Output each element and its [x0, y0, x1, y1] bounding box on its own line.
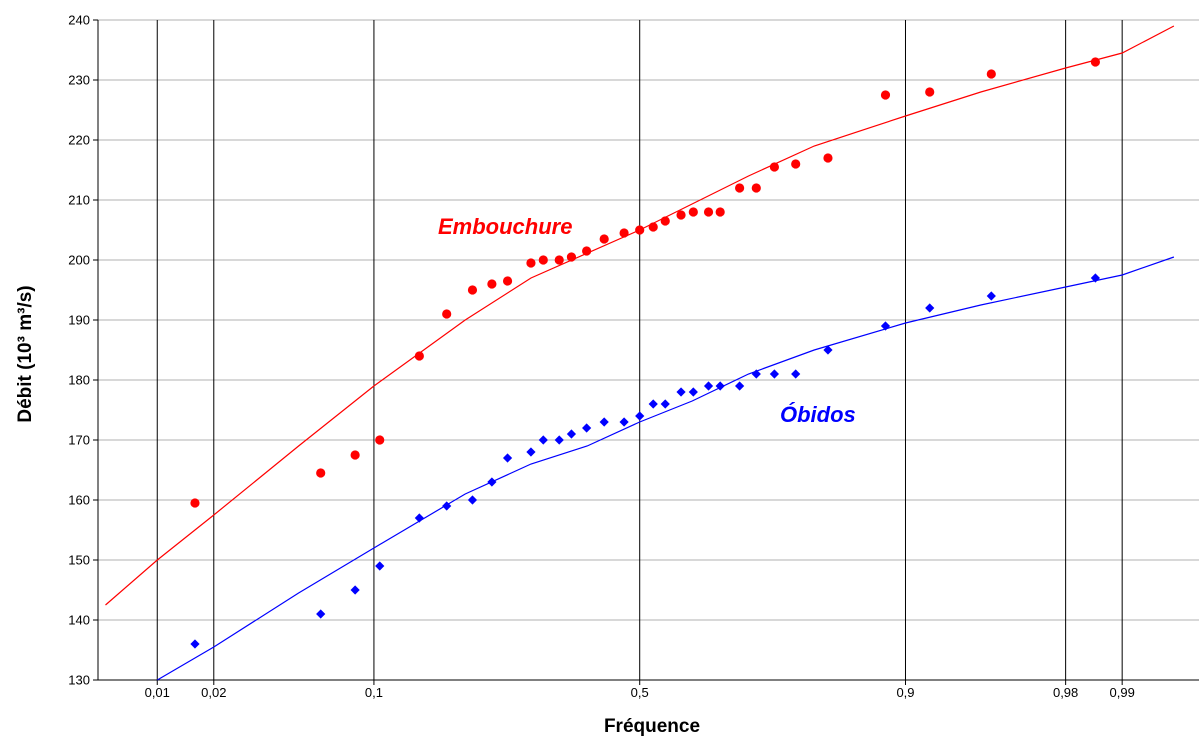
data-point-obidos [769, 369, 780, 379]
y-axis-title: Débit (10³ m³/s) [15, 285, 36, 422]
y-tick-labels: 130 140 150 160 170 180 190 200 210 220 230 240 [68, 13, 90, 688]
axes [93, 19, 1199, 685]
y-tick-label: 150 [68, 553, 90, 568]
x-tick-label: 0,02 [201, 685, 226, 700]
y-tick-label: 230 [68, 73, 90, 88]
horizontal-gridlines [98, 19, 1199, 681]
data-point-obidos [582, 423, 592, 433]
data-point-embouchure [554, 255, 564, 265]
data-point-obidos [676, 387, 686, 397]
data-point-embouchure [676, 210, 686, 220]
data-point-embouchure [414, 351, 424, 361]
y-tick-label: 140 [68, 613, 90, 628]
data-point-obidos [554, 435, 564, 445]
data-point-embouchure [582, 246, 592, 256]
data-point-obidos [350, 585, 360, 595]
x-tick-label: 0,98 [1053, 685, 1078, 700]
data-point-embouchure [538, 255, 548, 265]
data-point-embouchure [688, 207, 698, 217]
data-point-obidos [316, 609, 326, 619]
data-point-embouchure [566, 252, 577, 262]
data-point-obidos [751, 369, 761, 379]
data-point-embouchure [619, 228, 629, 238]
data-point-embouchure [880, 90, 891, 100]
series-label-embouchure: Embouchure [438, 214, 572, 239]
data-point-embouchure [316, 468, 326, 478]
y-tick-label: 200 [68, 253, 90, 268]
series-labels: Embouchure Óbidos [438, 214, 856, 427]
x-tick-label: 0,1 [365, 685, 383, 700]
x-tick-label: 0,01 [145, 685, 170, 700]
data-point-obidos [566, 429, 577, 439]
data-point-obidos [1090, 273, 1100, 283]
data-point-obidos [648, 399, 658, 409]
data-point-embouchure [769, 162, 780, 172]
data-point-embouchure [1090, 57, 1100, 67]
y-tick-label: 170 [68, 433, 90, 448]
vertical-gridlines [156, 20, 1123, 680]
x-tick-label: 0,9 [896, 685, 914, 700]
data-point-obidos [526, 447, 536, 457]
data-point-obidos [986, 291, 996, 301]
data-point-obidos [880, 321, 891, 331]
data-point-obidos [703, 381, 714, 391]
data-point-obidos [442, 501, 452, 511]
data-point-embouchure [375, 435, 385, 445]
data-point-embouchure [502, 276, 513, 286]
data-point-embouchure [467, 285, 478, 295]
data-point-embouchure [823, 153, 833, 163]
data-point-embouchure [599, 234, 609, 244]
x-tick-labels: 0,01 0,02 0,1 0,5 0,9 0,98 0,99 [145, 685, 1135, 700]
data-point-obidos [823, 345, 833, 355]
data-point-obidos [688, 387, 698, 397]
data-point-obidos [715, 381, 725, 391]
data-point-obidos [619, 417, 629, 427]
y-tick-label: 180 [68, 373, 90, 388]
data-point-obidos [925, 303, 935, 313]
data-point-obidos [467, 495, 478, 505]
data-point-embouchure [487, 279, 497, 289]
x-tick-label: 0,5 [631, 685, 649, 700]
data-point-obidos [599, 417, 609, 427]
data-point-embouchure [986, 69, 996, 79]
data-point-obidos [375, 561, 385, 571]
data-point-obidos [791, 369, 801, 379]
data-point-embouchure [703, 207, 714, 217]
data-point-embouchure [660, 216, 670, 226]
data-point-embouchure [635, 225, 645, 235]
data-point-obidos [538, 435, 548, 445]
data-point-embouchure [442, 309, 452, 319]
data-point-embouchure [791, 159, 801, 169]
data-point-obidos [735, 381, 745, 391]
data-point-embouchure [526, 258, 536, 268]
fit-line-obidos [156, 256, 1175, 681]
data-point-embouchure [735, 183, 745, 193]
data-point-obidos [660, 399, 670, 409]
data-point-embouchure [715, 207, 725, 217]
data-point-obidos [487, 477, 497, 487]
data-point-embouchure [925, 87, 935, 97]
data-point-embouchure [190, 498, 200, 508]
x-tick-label: 0,99 [1110, 685, 1135, 700]
data-point-embouchure [648, 222, 658, 232]
series-label-obidos: Óbidos [780, 402, 856, 427]
y-tick-label: 210 [68, 193, 90, 208]
y-tick-label: 130 [68, 673, 90, 688]
y-tick-label: 220 [68, 133, 90, 148]
data-point-obidos [414, 513, 424, 523]
y-tick-label: 190 [68, 313, 90, 328]
x-axis-title: Fréquence [604, 716, 700, 737]
data-point-obidos [502, 453, 513, 463]
data-point-obidos [635, 411, 645, 421]
data-markers [190, 57, 1100, 649]
y-tick-label: 160 [68, 493, 90, 508]
data-point-embouchure [751, 183, 761, 193]
data-point-obidos [190, 639, 200, 649]
y-tick-label: 240 [68, 13, 90, 28]
data-point-embouchure [350, 450, 360, 460]
